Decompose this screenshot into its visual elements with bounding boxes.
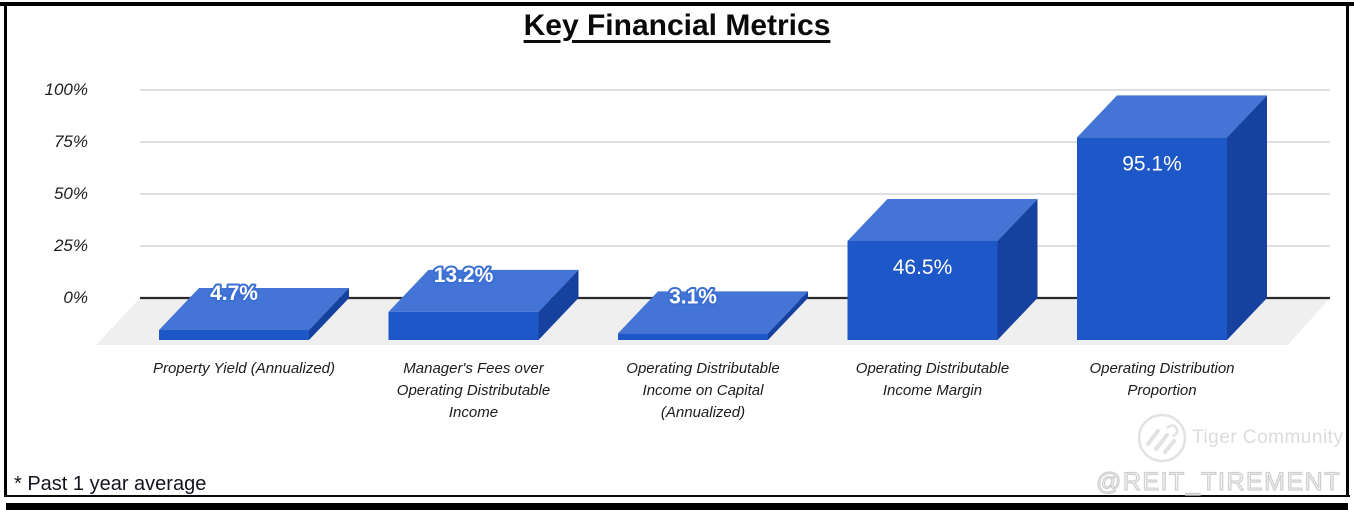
bar-side-face: [997, 198, 1038, 340]
bar-value-label: 95.1%: [1122, 152, 1182, 175]
frame-border-bottom: [4, 495, 1350, 497]
frame-border-right: [1346, 2, 1349, 497]
x-axis-category-label: Property Yield (Annualized): [152, 360, 336, 377]
y-axis-tick-label: 50%: [53, 184, 88, 203]
y-axis-tick-label: 0%: [63, 288, 88, 307]
footnote: * Past 1 year average: [14, 473, 207, 495]
x-axis-category-label: Operating Distributable Income Margin: [855, 360, 1010, 399]
chart-title: Key Financial Metrics: [523, 9, 831, 42]
bar-value-label: 46.5%: [893, 256, 953, 279]
tiger-logo-icon: [1137, 413, 1187, 463]
bar-front-face: [159, 329, 309, 340]
frame-border-left: [4, 2, 7, 497]
bar-front-face: [388, 311, 539, 340]
x-axis-category-label: Operating Distributable Income on Capita…: [626, 360, 780, 421]
bar-side-face: [768, 291, 808, 340]
x-axis-category-label: Operating Distribution Proportion: [1089, 360, 1235, 399]
bar-top-face: [159, 287, 349, 330]
bar-value-label: 4.7%: [210, 282, 258, 305]
bar-front-face: [847, 240, 998, 340]
bar-side-face: [1227, 95, 1267, 340]
y-axis-tick-label: 25%: [53, 236, 88, 255]
bar-front-face: [1077, 137, 1227, 340]
x-axis-category-label: Manager's Fees over Operating Distributa…: [396, 360, 551, 421]
bar-top-face: [388, 269, 579, 312]
y-axis-tick-label: 75%: [53, 132, 88, 151]
bottom-divider-band: [6, 503, 1348, 510]
frame-border-top: [0, 2, 1354, 6]
bar-top-face: [847, 198, 1038, 241]
bar-top-face: [1077, 95, 1267, 138]
bar-front-face: [618, 333, 768, 340]
watermark-handle: @REIT_TIREMENT: [1095, 467, 1341, 496]
bar-value-label: 13.2%: [434, 264, 494, 287]
bar-side-face: [538, 269, 579, 340]
bar-side-face: [309, 287, 349, 340]
bar-top-face: [618, 291, 808, 334]
bar-value-label: 3.1%: [669, 285, 717, 308]
y-axis-tick-label: 100%: [44, 80, 88, 99]
watermark-brand: Tiger Community: [1192, 427, 1344, 448]
